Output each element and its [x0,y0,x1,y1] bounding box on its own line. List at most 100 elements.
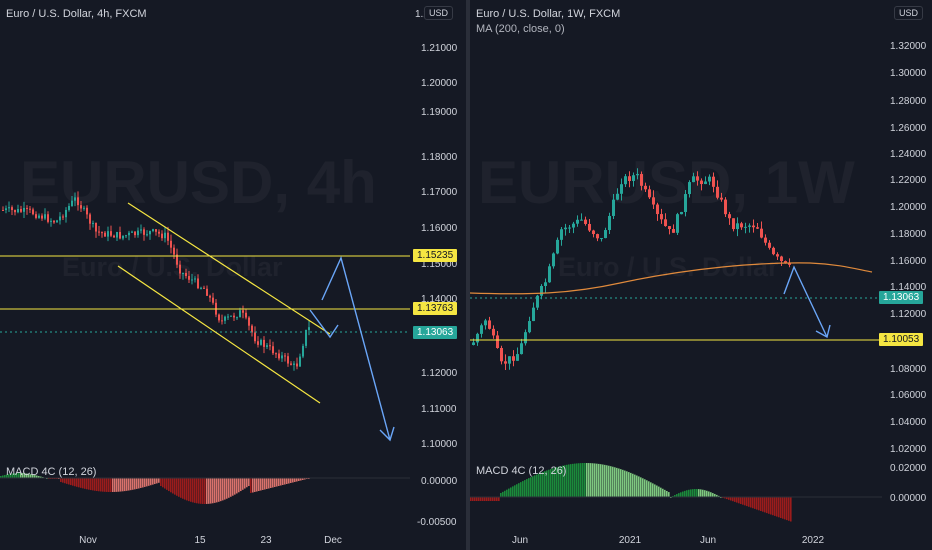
candle-body [248,317,250,326]
pane-divider[interactable] [466,0,470,550]
currency-button[interactable]: USD [424,6,454,20]
chart-pane-4h[interactable]: EURUSD, 4h Euro / U.S. Dollar 1.220001.2… [0,0,466,550]
macd-bar [788,497,790,521]
price-tick: 1.16000 [890,256,927,267]
macd-bar [226,478,228,499]
macd-bar [778,497,780,518]
candle-body [110,231,112,236]
candle-body [173,247,175,255]
macd-bar [86,478,88,490]
candle-body [203,287,205,289]
chart-canvas-4h[interactable]: 1.220001.210001.200001.190001.180001.170… [0,0,466,550]
candle-body [299,356,301,367]
candle-body [548,266,551,283]
candle-body [302,345,304,357]
macd-bar [164,478,166,489]
candle-body [47,214,49,222]
candle-body [101,232,103,234]
macd-bar [106,478,108,492]
candle-body [74,197,76,201]
candle-body [740,223,743,228]
ma-indicator-label[interactable]: MA (200, close, 0) [476,23,565,35]
candle-body [194,278,196,280]
candle-body [672,229,675,233]
projection-arrow-1 [321,255,391,441]
candle-body [260,339,262,345]
macd-bar [530,477,532,497]
macd-bar [14,473,16,478]
price-axis-1w: 1.32000 1.30000 1.28000 1.26000 1.24000 1.220… [890,41,927,504]
candle-body [760,228,763,238]
macd-bar [472,497,474,501]
candle-body [712,176,715,187]
macd-bar [30,474,32,478]
macd-bar [136,478,138,489]
macd-bar [502,491,504,497]
macd-bar [644,479,646,497]
macd-bar [254,478,256,492]
candle-body [170,240,172,248]
candle-body [269,345,271,347]
macd-bar [224,478,226,500]
macd-bar [18,473,20,478]
chart-pane-1w[interactable]: EURUSD, 1W Euro / U.S. Dollar 1.320001.3… [470,0,932,550]
arrow-head [815,324,831,339]
macd-bar [572,463,574,497]
candle-body [600,238,603,240]
candle-body [155,229,157,232]
candle-body [86,207,88,215]
candle-body [496,335,499,348]
macd-bar [630,472,632,497]
candle-body [242,310,244,313]
macd-bar [606,465,608,497]
macd-bar [194,478,196,503]
macd-bar [726,497,728,500]
macd-bar [718,495,720,497]
macd-bar [744,497,746,506]
macd-bar [660,487,662,497]
candle-body [756,227,759,229]
macd-bar [68,478,70,485]
macd-bar [118,478,120,492]
candle-body [83,207,85,209]
macd-bar [600,464,602,497]
macd-bar [130,478,132,491]
macd-bar [32,474,34,478]
macd-bar [664,489,666,497]
macd-bar [712,493,714,497]
macd-indicator-label[interactable]: MACD 4C (12, 26) [6,466,97,478]
time-tick: 2022 [802,535,825,546]
macd-bar [266,478,268,489]
candle-body [263,339,265,347]
candle-body [188,276,190,280]
currency-button[interactable]: USD [894,6,924,20]
candle-body [588,223,591,231]
macd-bar [274,478,276,487]
macd-bar [264,478,266,490]
macd-bar [300,478,302,481]
candle-body [556,239,559,254]
candle-body [708,176,711,182]
macd-bar [558,466,560,497]
macd-bar [0,476,2,478]
macd-bar [658,486,660,497]
macd-bar [510,487,512,497]
projection-arrow-2 [309,309,339,339]
macd-bar [200,478,202,504]
macd-bar [576,463,578,497]
candle-body [612,199,615,216]
candle-body [251,325,253,333]
macd-indicator-label[interactable]: MACD 4C (12, 26) [476,465,567,477]
candle-body [35,214,37,218]
candle-body [20,209,22,212]
candle-body [191,279,193,281]
candle-body [80,205,82,209]
macd-bar [698,489,700,497]
price-tick: 1.19000 [421,107,458,118]
macd-bar [236,478,238,494]
macd-bar [628,472,630,497]
macd-tick: 0.00000 [421,476,458,487]
macd-bar [624,470,626,497]
chart-canvas-1w[interactable]: 1.32000 1.30000 1.28000 1.26000 1.24000 1.220… [470,0,932,550]
macd-bar [196,478,198,504]
